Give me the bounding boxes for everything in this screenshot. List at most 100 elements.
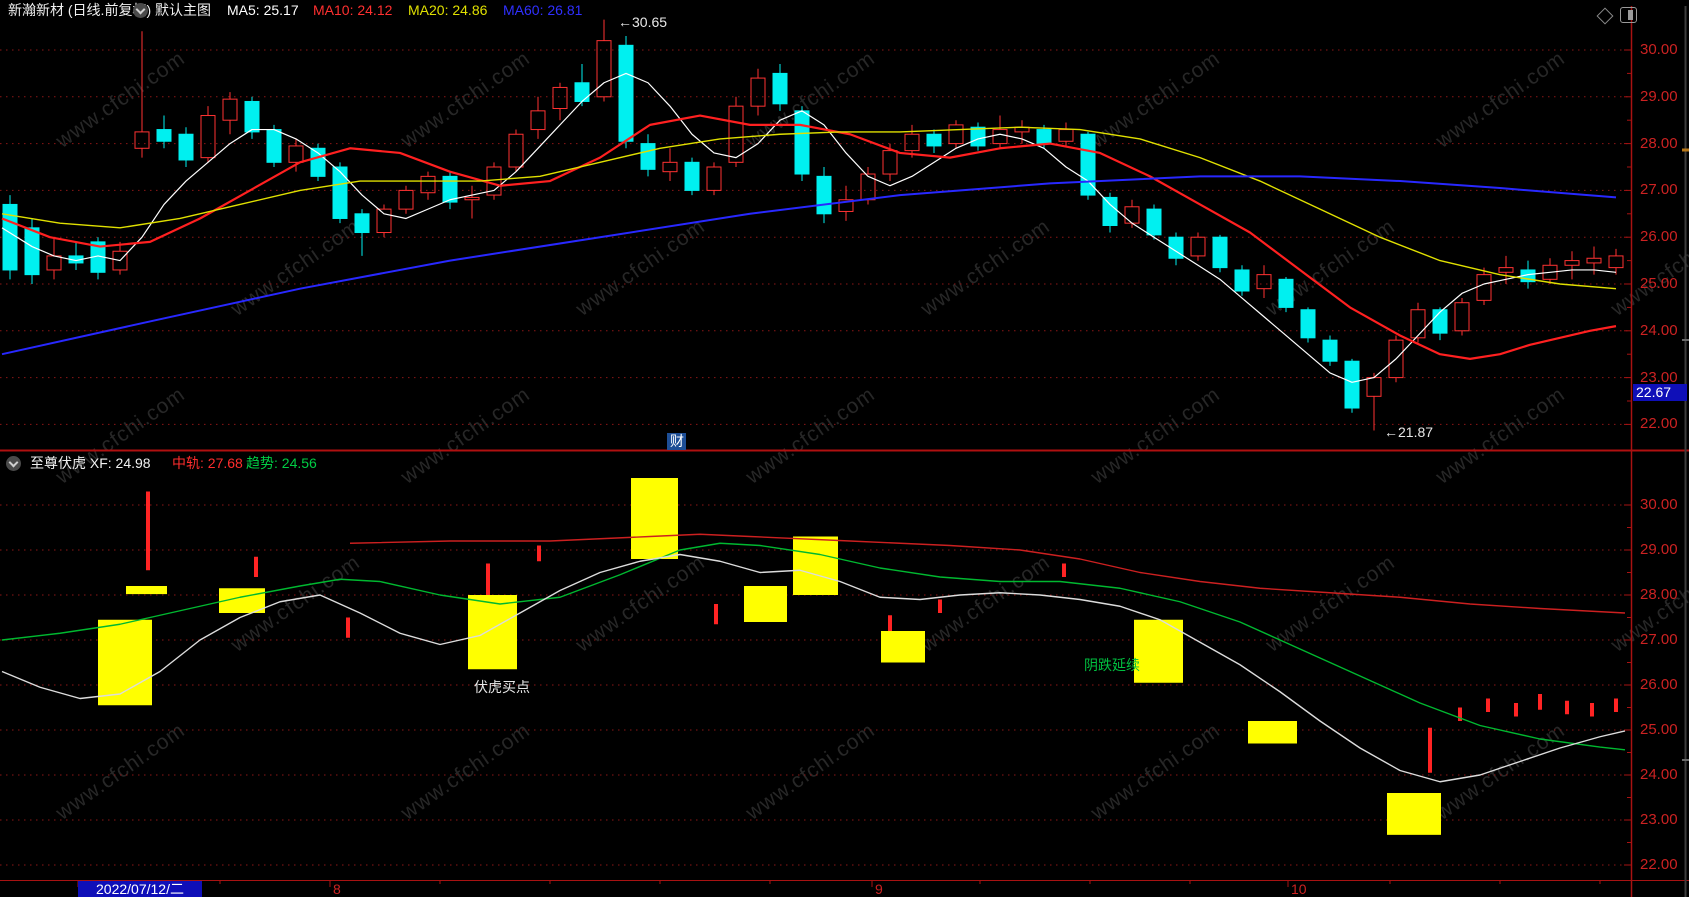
candle [970, 126, 986, 147]
indicator-mid-label: 中轨: 27.68 [172, 455, 243, 471]
signal-block [1248, 721, 1297, 744]
candle [1146, 208, 1162, 236]
current-price-badge: 22.67 [1633, 384, 1687, 401]
indicator-line [349, 533, 1626, 614]
month-axis-label: 8 [333, 881, 341, 897]
candle [772, 72, 788, 105]
candlestick-layer [1, 19, 1624, 431]
candle [46, 255, 62, 271]
candle [662, 161, 678, 173]
candle [992, 129, 1008, 145]
ma-line-ma10 [1, 114, 1617, 360]
candle [596, 40, 612, 98]
stock-title: 新瀚新材 (日线.前复权) [8, 2, 152, 18]
candle [1102, 196, 1118, 226]
candle [288, 145, 304, 163]
panel-layout-icon-fill [1628, 10, 1633, 20]
candle [640, 143, 656, 170]
candle [244, 100, 260, 133]
candle [926, 133, 942, 147]
candle [1564, 260, 1580, 266]
chevron-down-circle-icon[interactable] [133, 3, 148, 18]
candle [200, 115, 216, 159]
low-price-annotation: ←21.87 [1384, 424, 1434, 440]
indicator-trend-label: 趋势: 24.56 [246, 455, 317, 471]
candle [1498, 267, 1514, 273]
indicator-line [1, 553, 1626, 783]
candle [684, 161, 700, 191]
candle [156, 129, 172, 142]
candle [750, 77, 766, 107]
candle [1300, 309, 1316, 339]
candle [728, 105, 744, 163]
chart-header: 新瀚新材 (日线.前复权) 默认主图 MA5: 25.17 MA10: 24.1… [0, 0, 1590, 20]
candle [1476, 274, 1492, 301]
indicator-header: 至尊伏虎 XF: 24.98 中轨: 27.68 趋势: 24.56 [0, 453, 700, 473]
chevron-down-circle-icon[interactable] [6, 456, 21, 471]
signal-block [631, 478, 678, 559]
candle [1234, 269, 1250, 292]
crosshair-date-badge: 2022/07/12/二 [78, 881, 202, 897]
buy-point-annotation: 伏虎买点 [474, 679, 530, 695]
candle [420, 175, 436, 194]
candle [1366, 377, 1382, 397]
candle [178, 133, 194, 161]
cai-event-badge[interactable]: 财 [667, 433, 686, 450]
ma-line-ma5 [1, 72, 1617, 383]
candle [266, 129, 282, 163]
indicator-line [1, 542, 1626, 751]
candle [1586, 257, 1602, 264]
candle [552, 86, 568, 110]
candle [530, 110, 546, 131]
candle [442, 175, 458, 203]
signal-block [1134, 619, 1183, 683]
ma5-value-label: MA5: 25.17 [227, 2, 299, 18]
month-axis-label: 10 [1291, 881, 1307, 897]
ma10-value-label: MA10: 24.12 [313, 2, 393, 18]
candle [1256, 274, 1272, 290]
candle [354, 213, 370, 234]
candle [112, 250, 128, 271]
indicator-layer [1, 478, 1626, 835]
candle [706, 166, 722, 191]
decline-note-annotation: 阴跌延续 [1084, 657, 1140, 673]
candle [134, 131, 150, 149]
signal-block [793, 536, 838, 595]
signal-block [1387, 793, 1441, 835]
candle [882, 150, 898, 175]
signal-block [744, 586, 787, 622]
candle [1608, 255, 1624, 269]
ma20-value-label: MA20: 24.86 [408, 2, 488, 18]
candle [1036, 129, 1052, 145]
indicator-title: 至尊伏虎 XF: 24.98 [30, 455, 151, 471]
high-price-annotation: ←30.65 [618, 14, 668, 30]
candle [1058, 129, 1074, 142]
candle [1190, 236, 1206, 257]
candle [1212, 236, 1228, 269]
candle [1410, 309, 1426, 339]
candle [1454, 302, 1470, 332]
signal-block [126, 586, 167, 595]
candle [1542, 264, 1558, 280]
ma-line-ma60 [1, 175, 1617, 356]
signal-block [468, 595, 517, 670]
candle [1432, 309, 1448, 334]
signal-block [881, 631, 925, 663]
panel-layout-icon[interactable] [1620, 7, 1637, 23]
ma60-value-label: MA60: 26.81 [503, 2, 583, 18]
candle [24, 227, 40, 276]
candle [332, 166, 348, 219]
main-layout-label[interactable]: 默认主图 [155, 2, 211, 18]
candle [1322, 339, 1338, 362]
candle [816, 175, 832, 215]
candle [376, 208, 392, 234]
candle [398, 189, 414, 210]
candle [1124, 206, 1140, 224]
candle [794, 110, 810, 175]
candle [574, 82, 590, 102]
candle [464, 196, 480, 201]
candle [1344, 360, 1360, 409]
